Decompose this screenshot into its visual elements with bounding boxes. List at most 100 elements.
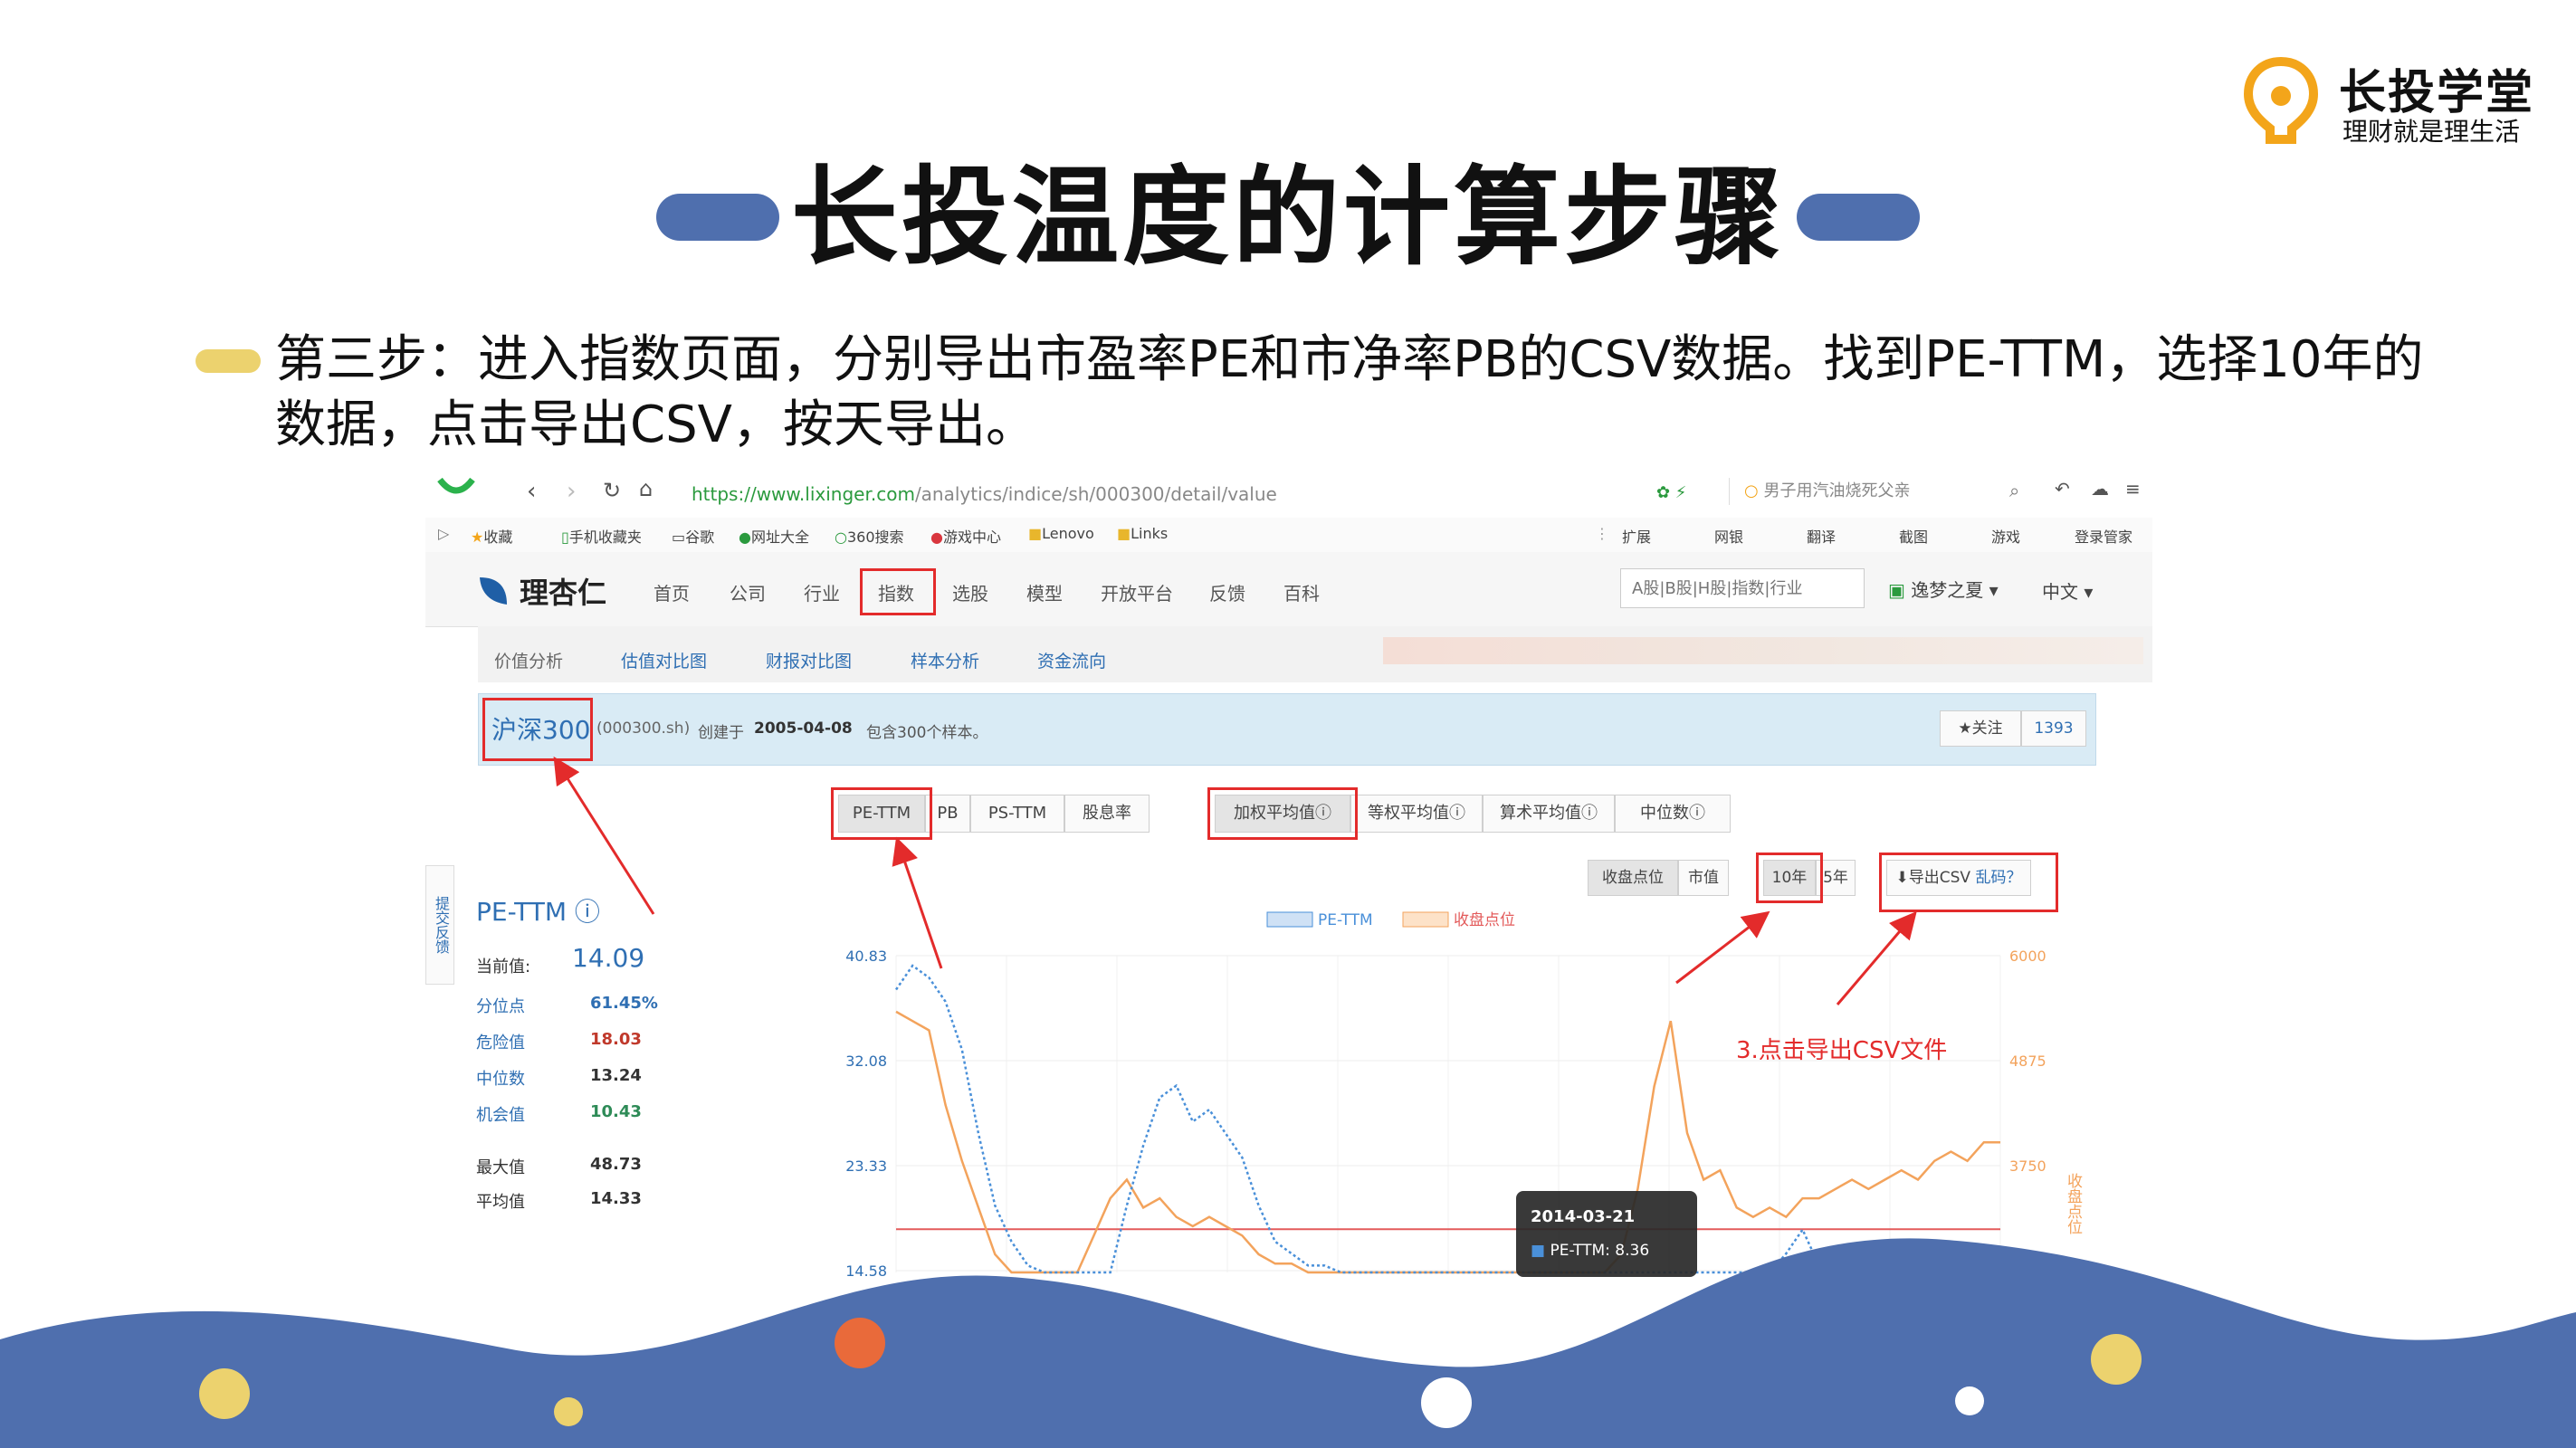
nav-model[interactable]: 模型 <box>1026 583 1063 605</box>
slide-title: 长投温度的计算步骤 <box>790 155 1785 280</box>
bookmark-item[interactable]: ●游戏中心 <box>930 529 1001 546</box>
highlight-weighted-avg <box>1207 787 1358 840</box>
tooltip-date: 2014-03-21 <box>1531 1207 1636 1226</box>
arrow-pe-ttm <box>892 836 943 969</box>
site-logo[interactable]: 理杏仁 <box>520 576 607 610</box>
tool-item[interactable]: 截图 <box>1899 529 1929 546</box>
y-right-tick: 4875 <box>2009 1053 2046 1070</box>
brand-bulb-icon <box>2243 56 2319 144</box>
back-icon[interactable]: ‹ <box>527 478 537 505</box>
extension-icon[interactable]: ✿ ⚡ <box>1656 483 1687 502</box>
nav-company[interactable]: 公司 <box>730 583 766 605</box>
y-left-tick: 23.33 <box>845 1157 887 1175</box>
y-right-tick: 3750 <box>2009 1157 2046 1175</box>
chart-tooltip: 2014-03-21 ■ PE-TTM: 8.36 <box>1516 1191 1697 1277</box>
tool-item[interactable]: 登录管家 <box>2075 529 2133 546</box>
site-search-input[interactable] <box>1620 568 1865 608</box>
legend-label-pe[interactable]: PE-TTM <box>1318 911 1373 929</box>
y-right-tick: 6000 <box>2009 948 2046 965</box>
lixinger-leaf-icon <box>480 577 507 605</box>
lixinger-screenshot: ‹ › ↻ ⌂ https://www.lixinger.com/analyti… <box>425 467 2152 1277</box>
address-bar[interactable]: https://www.lixinger.com/analytics/indic… <box>692 483 1277 505</box>
browser-search[interactable]: ○ 男子用汽油烧死父亲 <box>1729 478 2043 505</box>
subnav-valuation-compare[interactable]: 估值对比图 <box>621 652 708 672</box>
reload-icon[interactable]: ↻ <box>603 478 622 503</box>
arrow-index-name <box>553 756 655 915</box>
undo-icon[interactable]: ↶ <box>2055 478 2070 500</box>
subnav-value[interactable]: 价值分析 <box>494 652 564 672</box>
y-right-label: 收盘点位 <box>2064 1173 2083 1234</box>
user-menu[interactable]: ▣ 逸梦之夏 ▾ <box>1888 579 1999 601</box>
feedback-side-tab[interactable]: 提交反馈 <box>425 865 454 985</box>
title-left-pill <box>656 194 779 241</box>
current-label: 当前值: <box>476 957 531 976</box>
subnav-fund-flow[interactable]: 资金流向 <box>1037 652 1107 672</box>
bookmark-item[interactable]: ●网址大全 <box>739 529 809 546</box>
export-csv-button[interactable]: ⬇导出CSV 乱码？ <box>1886 860 2031 896</box>
nav-home[interactable]: 首页 <box>654 583 690 605</box>
nav-wiki[interactable]: 百科 <box>1283 583 1320 605</box>
blurred-area <box>1383 637 2143 664</box>
search-icon[interactable]: ⌕ <box>2009 480 2020 501</box>
highlight-10y <box>1756 853 1823 903</box>
follow-button[interactable]: ★关注 <box>1940 710 2021 747</box>
subnav-financial-compare[interactable]: 财报对比图 <box>766 652 853 672</box>
tab-arith-avg[interactable]: 算术平均值ⓘ <box>1483 795 1615 833</box>
bookmark-item[interactable]: ▭谷歌 <box>672 529 715 546</box>
series-mktcap-button[interactable]: 市值 <box>1678 860 1729 896</box>
bookmark-item[interactable]: ■Lenovo <box>1028 525 1094 542</box>
nav-open-platform[interactable]: 开放平台 <box>1101 583 1173 605</box>
home-icon[interactable]: ⌂ <box>639 476 654 501</box>
nav-index[interactable]: 指数 <box>878 583 914 605</box>
site-nav: 理杏仁 首页 公司 行业 指数 选股 模型 开放平台 反馈 百科 ▣ 逸梦之夏 … <box>425 552 2152 627</box>
highlight-index-name <box>482 698 593 761</box>
stat-value: 48.73 <box>590 1155 642 1174</box>
stat-label: 最大值 <box>476 1158 525 1177</box>
legend-label-close[interactable]: 收盘点位 <box>1454 911 1515 929</box>
nav-industry[interactable]: 行业 <box>804 583 840 605</box>
current-value: 14.09 <box>572 943 645 973</box>
tab-weighted-avg[interactable]: 加权平均值ⓘ <box>1215 795 1350 833</box>
cloud-icon[interactable]: ☁ <box>2091 478 2109 500</box>
browser-toolbar: ‹ › ↻ ⌂ https://www.lixinger.com/analyti… <box>425 467 2152 519</box>
highlight-nav-index <box>860 568 936 615</box>
tab-median[interactable]: 中位数ⓘ <box>1615 795 1731 833</box>
tab-dividend[interactable]: 股息率 <box>1064 795 1150 833</box>
url-path: /analytics/indice/sh/000300/detail/value <box>914 483 1277 505</box>
series-close-button[interactable]: 收盘点位 <box>1588 860 1678 896</box>
arrow-10y <box>1675 910 1770 985</box>
more-icon[interactable]: ⋮ <box>1595 525 1609 542</box>
tool-item[interactable]: 扩展 <box>1622 529 1652 546</box>
forward-icon[interactable]: › <box>567 478 577 505</box>
nav-screener[interactable]: 选股 <box>952 583 988 605</box>
language-select[interactable]: 中文 ▾ <box>2042 581 2094 603</box>
index-header: 沪深300 (000300.sh) 创建于 2005-04-08 包含300个样… <box>478 693 2096 766</box>
stats-title: PE-TTM ⓘ <box>476 897 600 927</box>
y-left-tick: 40.83 <box>845 948 887 965</box>
menu-icon[interactable]: ≡ <box>2125 478 2141 500</box>
y-left-tick: 14.58 <box>845 1262 887 1277</box>
index-sample-text: 包含300个样本。 <box>866 724 988 742</box>
tool-item[interactable]: 翻译 <box>1807 529 1837 546</box>
tab-ps-ttm[interactable]: PS-TTM <box>970 795 1064 833</box>
bookmark-item[interactable]: ▯手机收藏夹 <box>561 529 642 546</box>
bookmark-item[interactable]: ■Links <box>1117 525 1169 542</box>
highlight-pe-ttm <box>831 787 932 840</box>
tab-equal-avg[interactable]: 等权平均值ⓘ <box>1350 795 1483 833</box>
subnav-sample[interactable]: 样本分析 <box>911 652 980 672</box>
tab-pe-ttm[interactable]: PE-TTM <box>838 795 925 833</box>
encoding-help-link[interactable]: 乱码？ <box>1975 869 2022 887</box>
bookmark-item[interactable]: ○360搜索 <box>835 529 904 546</box>
bookmark-item[interactable]: ★收藏 <box>471 529 513 546</box>
y-left-tick: 32.08 <box>845 1053 887 1070</box>
stat-value: 14.33 <box>590 1189 642 1208</box>
nav-feedback[interactable]: 反馈 <box>1209 583 1245 605</box>
range-10y-button[interactable]: 10年 <box>1763 860 1816 896</box>
tab-pb[interactable]: PB <box>925 795 970 833</box>
tool-item[interactable]: 游戏 <box>1991 529 2021 546</box>
annotation-arrows <box>553 756 1917 1005</box>
index-created-label: 创建于 <box>698 724 744 742</box>
tool-item[interactable]: 网银 <box>1714 529 1744 546</box>
sub-nav: 价值分析 估值对比图 财报对比图 样本分析 资金流向 <box>478 626 2152 682</box>
sidebar-toggle-icon[interactable]: ▷ <box>438 525 450 542</box>
